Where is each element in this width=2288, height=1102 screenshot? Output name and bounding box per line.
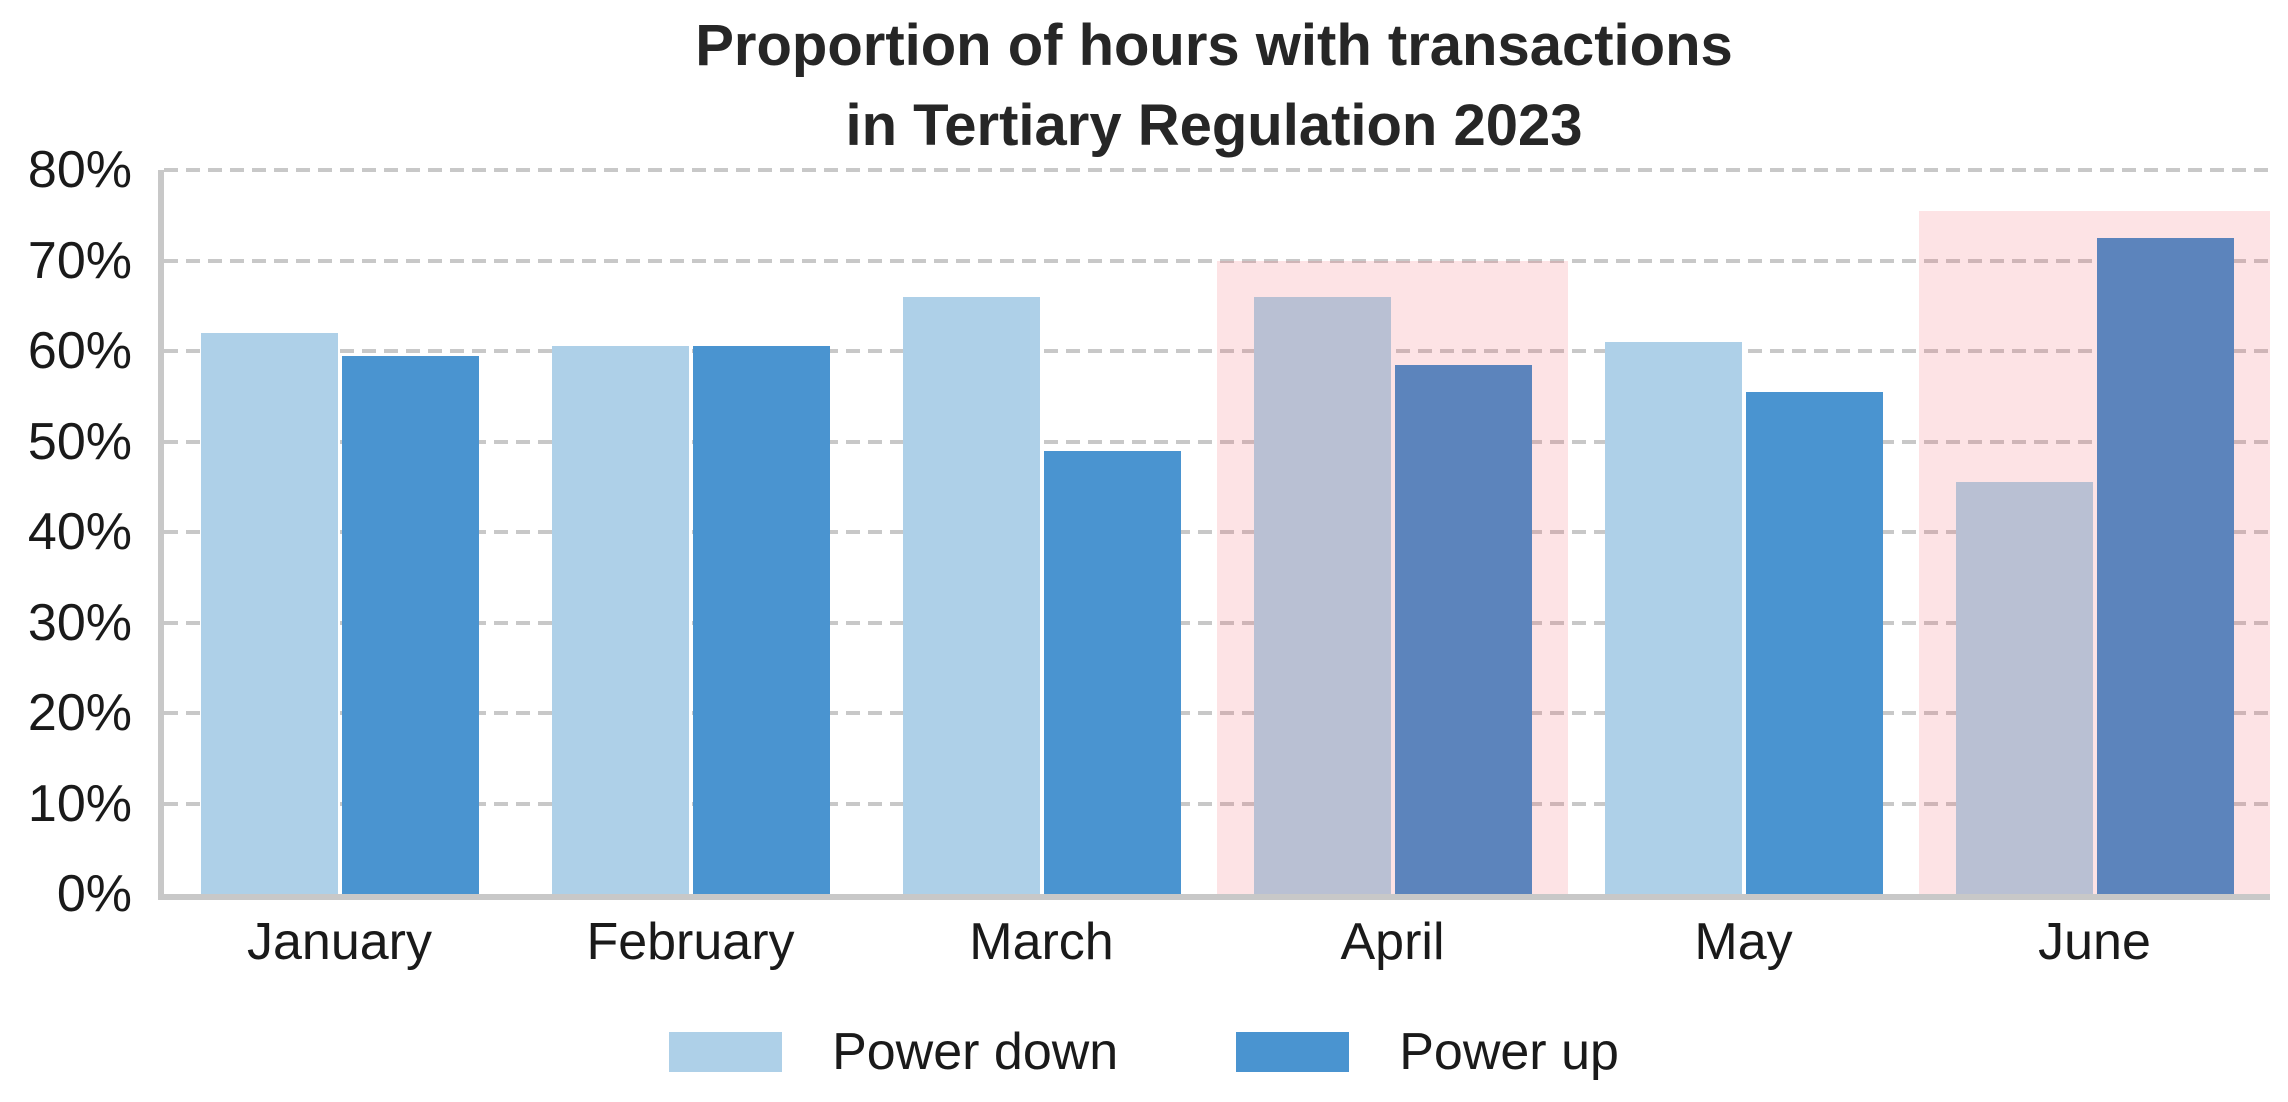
x-axis-labels: January February March April May June (164, 912, 2270, 972)
legend-swatch-power-up (1236, 1032, 1350, 1072)
bar-power-down-april (1253, 296, 1391, 894)
y-tick-label-20: 20% (27, 684, 132, 742)
legend-label-power-down: Power down (832, 1023, 1119, 1081)
category-slot-may (1568, 170, 1919, 894)
bar-power-down-february (551, 346, 689, 894)
gridline-30pct (164, 620, 2270, 625)
x-label-may: May (1694, 913, 1793, 971)
gridline-60pct (164, 349, 2270, 353)
x-label-april: April (1340, 913, 1445, 971)
bar-group-may (1568, 170, 1919, 894)
y-tick-label-70: 70% (27, 231, 132, 290)
bar-group-february (515, 170, 866, 894)
x-label-june: June (2038, 913, 2151, 971)
y-tick-label-10: 10% (27, 774, 132, 833)
chart-title-line1: Proportion of hours with transactions (695, 13, 1733, 78)
category-slot-february (515, 170, 866, 894)
x-label-february: February (586, 913, 795, 971)
x-label-january: January (247, 913, 432, 971)
gridline-20pct (164, 711, 2270, 715)
y-tick-label-40: 40% (27, 503, 132, 561)
y-tick-label-50: 50% (27, 412, 132, 471)
gridline-80pct (164, 168, 2270, 172)
bar-power-down-january (200, 332, 338, 894)
gridline-40pct (164, 530, 2270, 534)
bar-power-down-march (902, 296, 1040, 894)
category-slot-june (1919, 170, 2270, 894)
bar-power-up-april (1394, 364, 1532, 894)
bar-power-down-june (1955, 482, 2093, 894)
x-label-march: March (969, 913, 1114, 971)
bar-group-january (164, 170, 515, 894)
bar-power-up-january (341, 355, 479, 894)
bar-group-april (1217, 170, 1568, 894)
bar-power-up-june (2096, 237, 2234, 894)
legend-label-power-up: Power up (1399, 1023, 1619, 1081)
gridline-10pct (164, 801, 2270, 806)
y-tick-label-0: 0% (56, 865, 132, 923)
gridline-70pct (164, 258, 2270, 263)
legend-item-power-up: Power up (1236, 1022, 1619, 1082)
bar-power-up-march (1043, 450, 1181, 894)
category-slots (164, 170, 2270, 894)
category-slot-april (1217, 170, 1568, 894)
y-tick-label-80: 80% (27, 141, 132, 199)
category-slot-january (164, 170, 515, 894)
chart-title-line2: in Tertiary Regulation 2023 (845, 93, 1583, 158)
bar-power-up-february (692, 346, 830, 894)
y-tick-label-60: 60% (27, 322, 132, 380)
y-axis-tick-labels: 0% 10% 20% 30% 40% 50% 60% 70% 80% (0, 141, 132, 923)
gridline-50pct (164, 439, 2270, 444)
category-slot-march (866, 170, 1217, 894)
bar-group-june (1919, 170, 2270, 894)
bar-power-down-may (1604, 341, 1742, 894)
legend-item-power-down: Power down (669, 1022, 1118, 1082)
bar-power-up-may (1745, 391, 1883, 894)
legend: Power down Power up (0, 1010, 2288, 1094)
plot-area (158, 168, 2270, 900)
legend-swatch-power-down (669, 1032, 783, 1072)
y-tick-label-30: 30% (27, 593, 132, 652)
bar-group-march (866, 170, 1217, 894)
chart-title: Proportion of hours with transactions in… (158, 6, 2270, 166)
